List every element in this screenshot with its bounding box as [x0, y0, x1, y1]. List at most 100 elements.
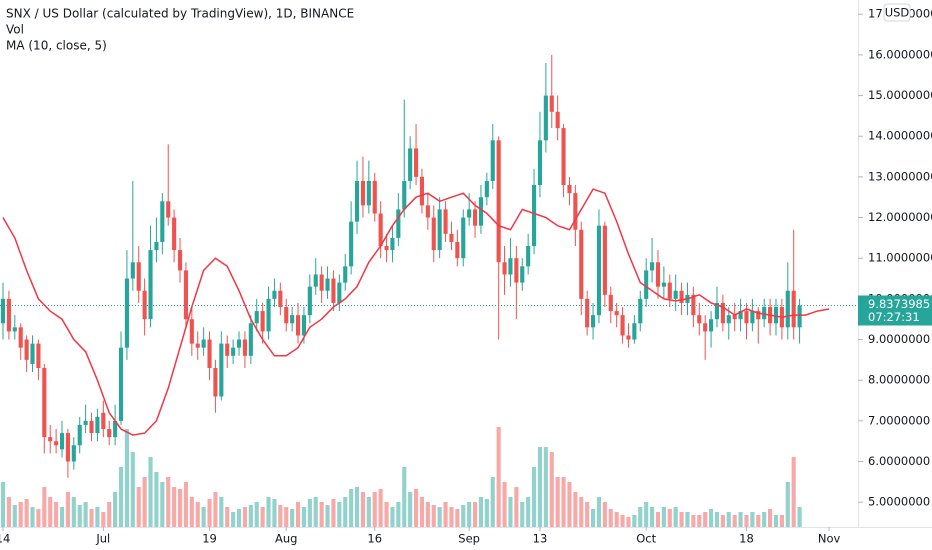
- candle-body: [732, 315, 737, 320]
- y-tick-label: 12.0000000: [868, 210, 932, 224]
- candle-body: [372, 180, 377, 214]
- volume-bar: [325, 505, 330, 527]
- volume-bar: [177, 489, 183, 527]
- volume-bar: [685, 512, 690, 527]
- candle-body: [301, 315, 307, 336]
- candle-body: [602, 225, 607, 295]
- volume-bar: [366, 497, 371, 527]
- y-tick-label: 6.0000000: [868, 454, 930, 468]
- volume-bar: [349, 489, 354, 527]
- candle-body: [378, 213, 383, 247]
- candle-body: [390, 237, 395, 251]
- x-tick-label: Oct: [636, 532, 656, 546]
- candle-body: [213, 368, 218, 397]
- volume-bar: [12, 505, 17, 527]
- volume-bar: [30, 507, 35, 527]
- candle-body: [95, 416, 100, 434]
- volume-bar: [71, 497, 76, 527]
- currency-badge[interactable]: [883, 3, 911, 22]
- candle-body: [36, 343, 41, 369]
- volume-bar: [602, 502, 607, 527]
- candle-body: [496, 140, 501, 263]
- volume-bar: [254, 502, 259, 527]
- volume-bar: [189, 497, 194, 527]
- volume-bar: [54, 502, 59, 527]
- candle-body: [384, 246, 389, 251]
- volume-bar: [160, 482, 165, 527]
- candle-body: [691, 294, 696, 316]
- candle-body: [650, 262, 655, 271]
- candle-body: [543, 95, 548, 141]
- candle-body: [632, 323, 637, 340]
- plot-area: [0, 54, 858, 527]
- volume-bar: [0, 482, 6, 527]
- volume-bar: [343, 497, 348, 527]
- volume-bar: [101, 512, 106, 527]
- volume-bar: [567, 482, 572, 527]
- candle-body: [124, 278, 129, 348]
- volume-bar: [467, 502, 472, 527]
- volume-bar: [555, 477, 560, 527]
- candle-body: [360, 180, 366, 206]
- candle-body: [207, 339, 212, 369]
- volume-bar: [24, 499, 29, 527]
- y-tick-label: 5.0000000: [868, 495, 930, 509]
- y-tick-label: 14.0000000: [868, 129, 932, 143]
- volume-bar: [773, 515, 779, 527]
- candle-body: [195, 343, 200, 348]
- volume-bar: [48, 497, 53, 527]
- volume-bar: [396, 502, 401, 527]
- volume-bar: [590, 509, 596, 527]
- volume-bar: [750, 512, 755, 527]
- volume-bar: [661, 507, 666, 527]
- y-tick-label: 9.0000000: [868, 332, 930, 346]
- countdown-label: 07:27:31: [868, 310, 920, 324]
- volume-bar: [107, 502, 112, 527]
- currency-label[interactable]: USD: [885, 6, 910, 20]
- volume-bar: [443, 502, 448, 527]
- candle-body: [720, 302, 725, 324]
- candle-body: [154, 241, 159, 251]
- volume-bar: [762, 512, 767, 527]
- y-tick-label: 8.0000000: [868, 373, 930, 387]
- volume-bar: [768, 509, 773, 527]
- candle-body: [219, 343, 224, 397]
- candle-body: [71, 445, 76, 462]
- volume-bar: [319, 502, 324, 527]
- volume-bar: [307, 499, 312, 527]
- volume-bar: [549, 452, 554, 527]
- candle-body: [478, 197, 484, 226]
- candle-body: [620, 315, 625, 336]
- candle-body: [189, 319, 194, 344]
- volume-bar: [679, 512, 684, 527]
- volume-bar: [295, 502, 301, 527]
- candle-body: [166, 201, 171, 218]
- candle-body: [12, 327, 17, 332]
- y-tick-label: 15.0000000: [868, 88, 932, 102]
- volume-bar: [290, 509, 295, 527]
- candle-body: [201, 339, 206, 348]
- candle-body: [307, 286, 312, 316]
- volume-legend: Vol: [6, 23, 24, 37]
- candle-body: [608, 294, 613, 312]
- volume-bar: [372, 492, 377, 527]
- volume-bar: [207, 499, 212, 527]
- volume-bar: [537, 447, 543, 527]
- volume-bar: [531, 467, 537, 527]
- candle-body: [484, 180, 489, 198]
- volume-bar: [620, 515, 625, 527]
- volume-bar: [378, 489, 383, 527]
- candle-body: [614, 311, 619, 316]
- y-tick-label: 16.0000000: [868, 47, 932, 61]
- volume-bar: [225, 507, 230, 527]
- volume-bar: [360, 492, 366, 527]
- candle-body: [437, 209, 442, 251]
- volume-bar: [425, 502, 430, 527]
- candle-body: [537, 140, 543, 186]
- volume-bar: [408, 492, 413, 527]
- candle-body: [413, 148, 419, 177]
- volume-bar: [419, 497, 425, 527]
- candle-body: [107, 429, 112, 438]
- volume-bar: [585, 502, 590, 527]
